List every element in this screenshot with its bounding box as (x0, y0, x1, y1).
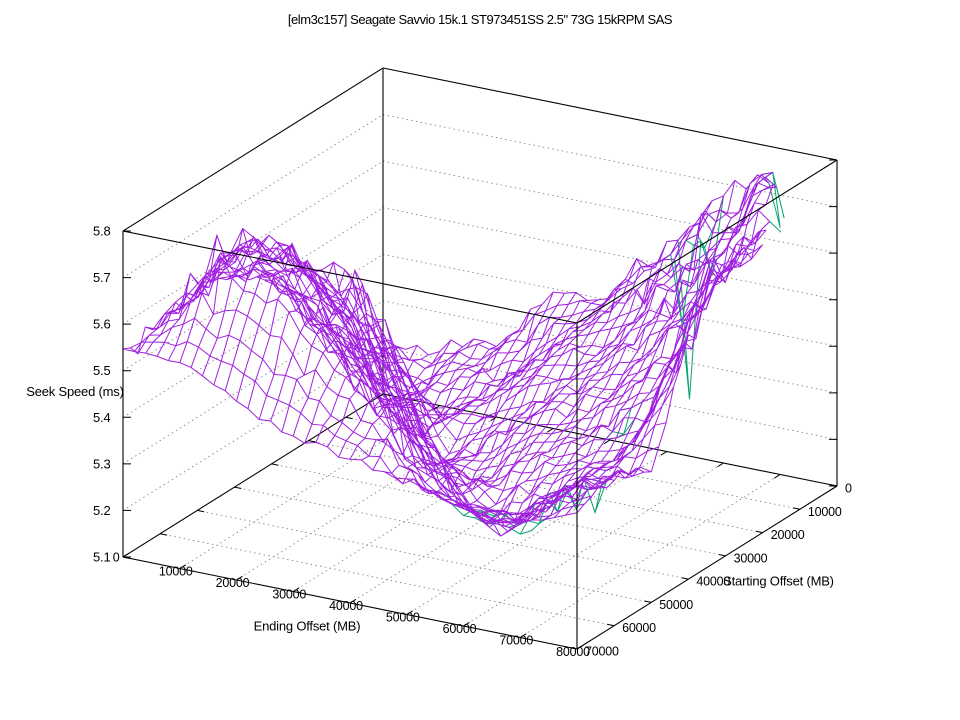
svg-text:5.6: 5.6 (93, 317, 110, 332)
svg-text:30000: 30000 (734, 551, 768, 565)
svg-text:5.2: 5.2 (93, 503, 110, 518)
svg-text:20000: 20000 (216, 576, 250, 590)
svg-text:60000: 60000 (622, 621, 656, 635)
svg-text:30000: 30000 (272, 588, 306, 602)
svg-text:5.7: 5.7 (93, 270, 110, 285)
svg-text:10000: 10000 (808, 505, 842, 519)
svg-text:70000: 70000 (585, 645, 619, 659)
svg-text:60000: 60000 (443, 622, 477, 636)
svg-text:80000: 80000 (556, 645, 590, 659)
svg-text:10000: 10000 (159, 565, 193, 579)
svg-text:40000: 40000 (329, 599, 363, 613)
svg-text:5.1: 5.1 (93, 550, 110, 565)
svg-text:20000: 20000 (771, 528, 805, 542)
svg-text:Ending Offset (MB): Ending Offset (MB) (254, 619, 361, 634)
svg-text:50000: 50000 (386, 611, 420, 625)
svg-text:Starting Offset (MB): Starting Offset (MB) (723, 574, 834, 589)
svg-text:0: 0 (113, 551, 120, 565)
svg-text:5.8: 5.8 (93, 224, 110, 239)
svg-text:5.5: 5.5 (93, 363, 110, 378)
svg-text:40000: 40000 (696, 575, 730, 589)
svg-text:5.3: 5.3 (93, 456, 110, 471)
svg-text:5.4: 5.4 (93, 410, 110, 425)
svg-text:50000: 50000 (659, 598, 693, 612)
svg-text:Seek Speed (ms): Seek Speed (ms) (26, 384, 123, 399)
svg-text:[elm3c157] Seagate Savvio 15k.: [elm3c157] Seagate Savvio 15k.1 ST973451… (288, 12, 673, 27)
svg-text:0: 0 (845, 482, 852, 496)
svg-text:70000: 70000 (499, 634, 533, 648)
